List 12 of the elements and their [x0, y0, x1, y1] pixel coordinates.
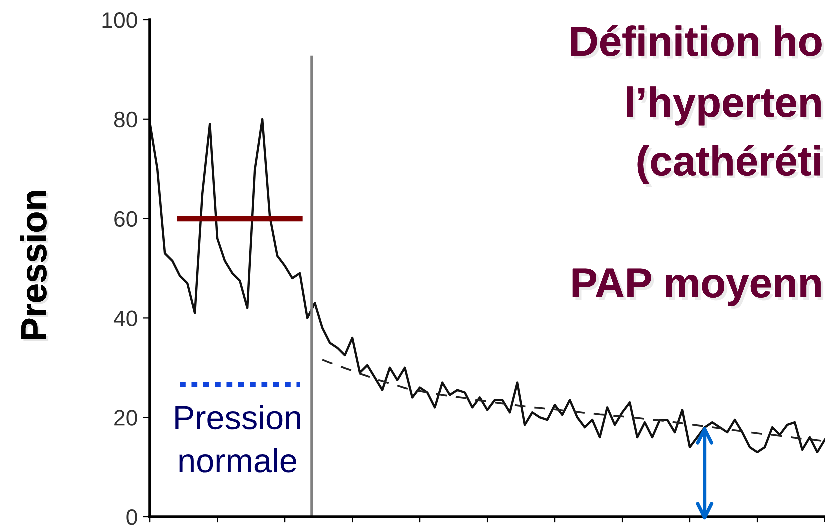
y-tick-label: 60 — [114, 211, 138, 228]
y-tick-label: 80 — [114, 112, 138, 128]
annotation: PAP moyenn — [572, 268, 824, 309]
y-tick-label: 0 — [126, 510, 138, 526]
annotation: Pression normale — [176, 405, 300, 473]
annotation: Définition ho — [572, 25, 825, 60]
y-axis-title: Pression — [20, 191, 49, 342]
y-tick-label: 40 — [114, 310, 138, 326]
y-tick-label: 20 — [114, 410, 138, 426]
annotation: (cathéréti — [638, 145, 824, 187]
annotation: l’hyperten — [627, 86, 824, 128]
y-tick-label: 100 — [102, 12, 138, 28]
